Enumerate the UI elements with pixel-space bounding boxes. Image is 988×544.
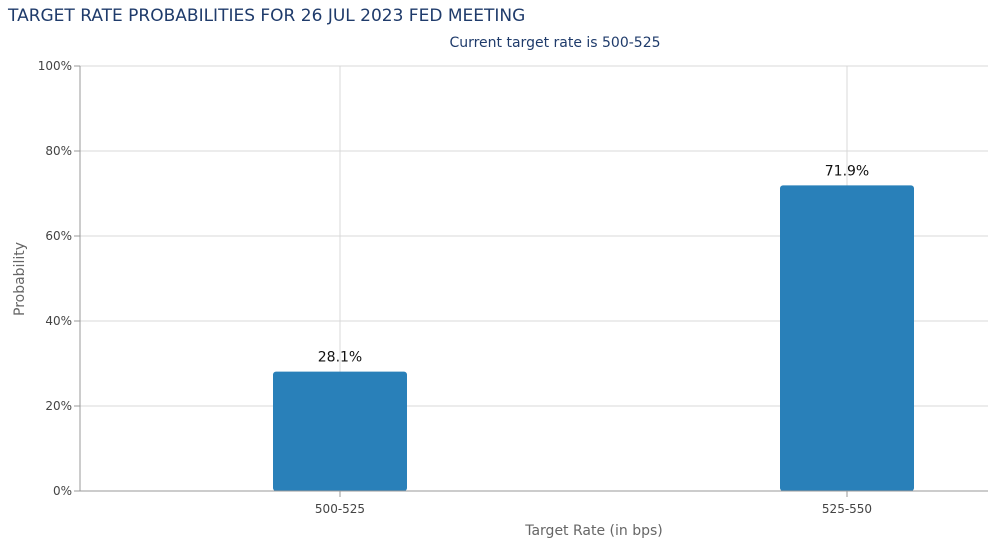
y-tick-label: 40% xyxy=(45,314,72,328)
y-axis-label: Probability xyxy=(12,242,28,316)
y-tick-label: 60% xyxy=(45,229,72,243)
bar-500-525[interactable] xyxy=(273,371,407,491)
bar-525-550[interactable] xyxy=(780,185,914,492)
tick-labels: 0% 20% 40% 60% 80% 100% 500-525 525-550 xyxy=(38,59,872,516)
x-axis-label: Target Rate (in bps) xyxy=(524,523,663,539)
data-labels: 28.1% 71.9% xyxy=(318,163,869,365)
bars xyxy=(273,185,914,492)
y-tick-label: 100% xyxy=(38,59,72,73)
x-tick-label: 500-525 xyxy=(315,502,365,516)
y-tick-label: 80% xyxy=(45,144,72,158)
y-tick-label: 20% xyxy=(45,399,72,413)
chart-subtitle: Current target rate is 500-525 xyxy=(449,35,661,51)
axes xyxy=(74,65,988,497)
y-tick-label: 0% xyxy=(53,484,72,498)
chart-title: TARGET RATE PROBABILITIES FOR 26 JUL 202… xyxy=(8,6,526,26)
data-label: 28.1% xyxy=(318,350,362,366)
data-label: 71.9% xyxy=(825,163,869,179)
x-tick-label: 525-550 xyxy=(822,502,872,516)
